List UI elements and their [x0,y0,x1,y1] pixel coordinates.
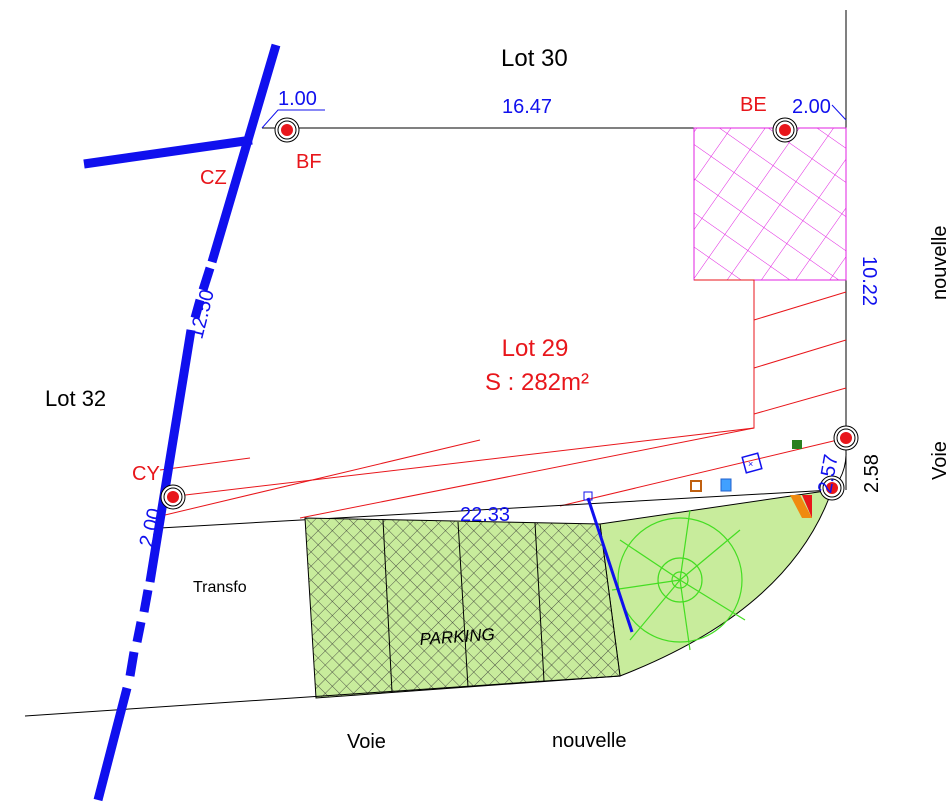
dim-2-00-top: 2.00 [792,96,831,118]
magenta-hatched-zone [693,127,847,281]
survey-point-right-top [833,425,859,451]
road-label-voie-bottom: Voie [347,731,386,753]
point-label-cz: CZ [200,167,227,189]
tree-symbol [611,509,746,651]
point-label-be: BE [740,94,767,116]
dim-16-47: 16.47 [502,96,552,118]
parking-dividers [382,519,545,693]
utility-symbols: × [690,440,812,518]
lot30-label: Lot 30 [501,45,568,72]
point-label-cy: CY [132,463,160,485]
lot32-label: Lot 32 [45,386,106,411]
road-label-voie-right: Voie [929,441,951,480]
lot29-name: Lot 29 [502,335,569,362]
dim-1-00: 1.00 [278,88,317,110]
blue-leader-parking [586,497,634,633]
transfo-label: Transfo [193,579,247,596]
dim-10-22: 10.22 [858,256,880,306]
dim-2-58: 2.58 [861,454,883,493]
survey-point-right-bottom [819,475,845,501]
green-space [599,489,833,677]
road-label-nouvelle-right: nouvelle [929,225,951,300]
survey-point-bf [274,117,300,143]
dim-leader-1-00 [261,109,325,129]
lot29-area: S : 282m² [485,369,589,396]
parking-area [304,517,621,699]
dim-22-33: 22.33 [460,504,510,526]
survey-point-be [772,117,798,143]
setback-hatch [159,291,847,519]
survey-point-cy [160,484,186,510]
point-label-bf: BF [296,151,322,173]
building-limit-line [159,279,755,499]
svg-text:×: × [748,459,753,469]
dim-12-50: 12.50 [186,287,219,341]
blue-boundary [83,43,281,802]
road-label-nouvelle-bottom: nouvelle [552,730,627,752]
bottom-lot-line [159,489,833,529]
dim-2-00-left: 2.00 [136,506,167,549]
